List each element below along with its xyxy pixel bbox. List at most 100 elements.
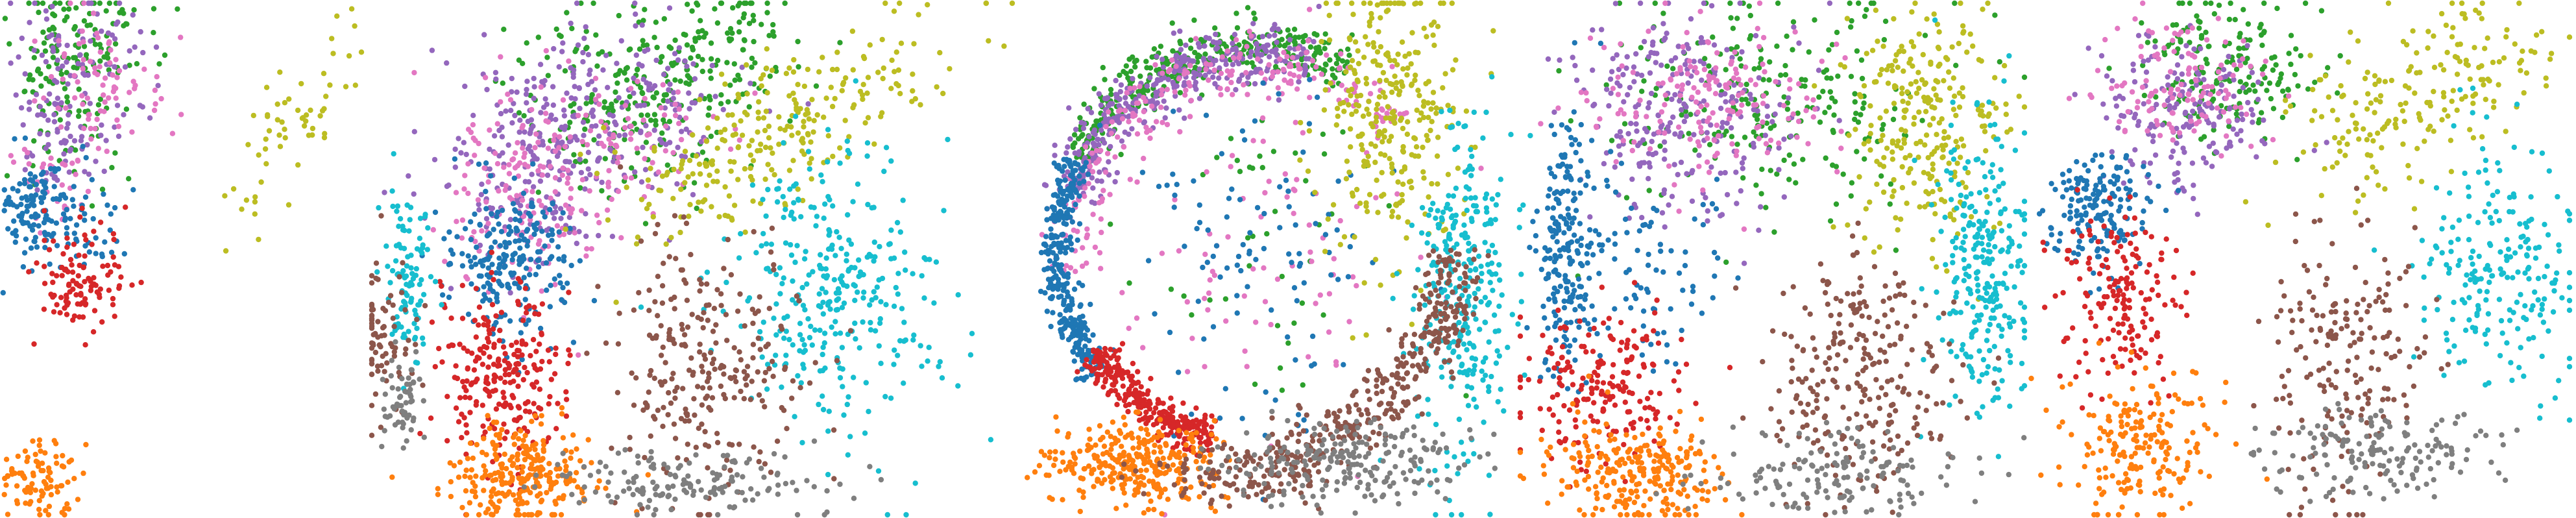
point-2-9-235: [723, 312, 729, 317]
point-1-4-107: [82, 194, 89, 200]
point-2-2-186: [487, 146, 492, 153]
point-2-9-202: [697, 341, 703, 347]
point-2-4-67: [570, 339, 577, 345]
point-2-2-3: [444, 60, 450, 66]
point-2-1-287: [764, 10, 770, 16]
point-1-7-20: [48, 484, 54, 489]
point-1-4-87: [41, 182, 47, 188]
point-2-1-130: [500, 80, 505, 86]
point-2-2-10: [382, 190, 387, 195]
point-2-2-254: [614, 60, 620, 66]
point-2-9-294: [369, 371, 375, 377]
point-2-9-106: [726, 441, 733, 447]
point-2-6-228: [463, 512, 470, 518]
point-2-8-264: [828, 245, 834, 251]
point-1-1-154: [76, 108, 82, 114]
point-2-8-52: [820, 311, 827, 317]
point-2-4-158: [472, 254, 478, 260]
point-2-9-252: [721, 364, 727, 370]
point-3-3-240: [1159, 251, 1165, 256]
point-3-2-78: [1098, 127, 1104, 133]
point-2-10-148: [622, 447, 628, 453]
point-2-8-60: [967, 352, 974, 358]
point-2-10-141: [567, 471, 573, 476]
point-2-1-29: [594, 63, 600, 69]
point-3-4-163: [1043, 234, 1049, 240]
point-3-3-60: [1224, 86, 1230, 92]
point-1-7-29: [75, 497, 81, 502]
point-1-2-67: [101, 168, 107, 175]
point-2-7-231: [857, 88, 864, 95]
point-2-6-160: [577, 458, 583, 464]
point-2-8-243: [881, 168, 887, 175]
point-1-1-65: [86, 10, 93, 17]
point-2-8-91: [773, 332, 779, 338]
point-1-4-108: [121, 251, 127, 257]
point-1-2-24: [13, 92, 19, 98]
point-1-1-91: [89, 203, 95, 209]
point-1-4-25: [38, 199, 45, 205]
point-2-6-172: [570, 432, 576, 438]
point-2-8-135: [919, 273, 925, 279]
point-2-10-5: [794, 512, 801, 518]
point-2-5-213: [519, 341, 525, 347]
point-2-8-278: [795, 373, 801, 379]
point-2-3-191: [567, 134, 573, 140]
point-1-2-11: [127, 48, 132, 54]
point-2-8-20: [851, 375, 857, 380]
point-3-4-237: [1070, 349, 1076, 354]
point-3-3-136: [1176, 76, 1182, 82]
point-2-8-16: [825, 127, 831, 132]
point-2-8-298: [803, 249, 808, 254]
point-2-1-204: [699, 56, 705, 63]
point-2-8-225: [746, 295, 753, 301]
point-1-1-78: [46, 64, 52, 69]
point-1-3-79: [80, 39, 86, 45]
point-2-7-128: [696, 199, 701, 205]
point-2-10-56: [634, 512, 640, 518]
point-2-8-374: [406, 328, 411, 334]
point-3-2-200: [1117, 89, 1124, 95]
point-2-7-70: [735, 92, 741, 97]
point-3-1-266: [1102, 77, 1108, 82]
point-2-7-144: [663, 241, 669, 247]
point-2-2-359: [676, 45, 683, 51]
point-2-2-319: [642, 167, 649, 173]
point-3-3-71: [1158, 105, 1164, 110]
point-2-3-215: [592, 75, 599, 82]
point-2-8-90: [837, 330, 844, 336]
point-2-10-151: [407, 386, 413, 393]
point-2-4-161: [516, 257, 522, 264]
point-2-10-146: [731, 504, 738, 510]
point-2-3-207: [662, 148, 668, 154]
point-2-1-51: [590, 0, 596, 6]
point-2-2-212: [607, 112, 613, 117]
point-3-1-365: [1321, 151, 1328, 157]
point-2-3-3: [615, 154, 622, 160]
point-2-10-37: [729, 478, 736, 484]
point-3-2-10: [1252, 80, 1258, 87]
point-2-9-146: [790, 378, 796, 384]
point-1-4-83: [20, 221, 26, 227]
point-1-3-88: [62, 162, 68, 168]
point-3-3-209: [1153, 119, 1160, 125]
point-1-7-87: [65, 479, 71, 485]
point-1-3-21: [152, 101, 158, 107]
point-2-7-56: [605, 217, 611, 223]
point-2-5-101: [448, 315, 454, 321]
point-2-2-41: [406, 173, 411, 179]
point-2-9-136: [670, 336, 676, 342]
point-2-7-143: [731, 203, 738, 208]
point-3-2-197: [1223, 62, 1229, 68]
point-2-8-212: [823, 266, 829, 272]
point-2-9-196: [658, 352, 664, 358]
point-2-6-159: [488, 512, 494, 517]
point-3-4-57: [1073, 201, 1078, 208]
series-3: [411, 48, 758, 358]
point-1-3-72: [80, 56, 86, 63]
point-2-10-11: [703, 495, 709, 500]
point-2-8-234: [780, 193, 786, 200]
point-2-9-178: [681, 277, 687, 283]
point-1-4-133: [3, 201, 8, 207]
point-2-3-20: [529, 189, 535, 195]
